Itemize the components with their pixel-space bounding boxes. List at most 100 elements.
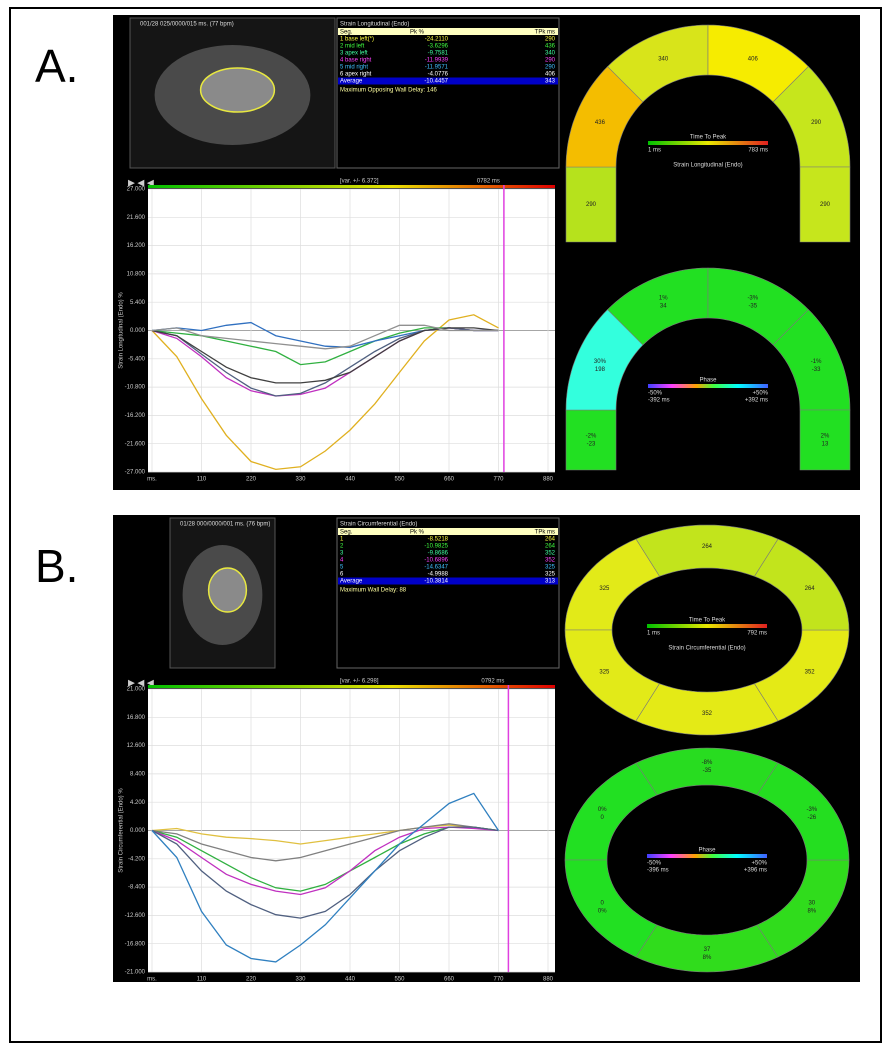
table-cell: 406 [545,72,556,78]
table-cell: 325 [545,572,556,578]
table-header: TPk ms [535,30,555,36]
table-cell: -4.0776 [428,72,449,78]
table-cell: 2 [340,544,344,550]
x-tick-label: 330 [295,977,306,983]
segment-label: 13 [822,442,829,448]
y-tick-label: 16.200 [127,243,146,249]
segment-label: -35 [748,303,757,309]
map-legend-bar [647,854,767,858]
map-segment [754,538,850,631]
x-tick-label: 880 [543,977,554,983]
map-legend-bar [648,141,768,145]
table-header: Pk % [410,530,425,536]
segment-label: -3% [747,295,758,301]
y-tick-label: 0.000 [130,828,146,834]
table-cell: 6 apex right [340,72,372,78]
map-legend-bar [648,384,768,388]
map-legend-max: 792 ms [747,631,767,637]
table-box [336,17,560,169]
map-segment [799,409,851,471]
table-average: -10.4457 [424,79,448,85]
table-cell: 264 [545,537,556,543]
map-caption: Strain Circumferential (Endo) [668,646,745,652]
segment-label: -1% [811,359,822,365]
y-tick-label: 10.800 [127,271,146,277]
table-header: TPk ms [535,530,555,536]
segment-label: 0 [601,900,605,906]
panel-label: B. [35,540,78,592]
y-tick-label: -8.400 [128,885,146,891]
segment-label: 352 [805,669,816,675]
map-legend-title: Phase [699,378,717,384]
series-line [151,824,499,845]
table-cell: 290 [545,58,556,64]
table-cell: -8.5218 [428,537,449,543]
table-average: -10.3814 [424,579,448,585]
map-legend-min: -50% [647,861,662,867]
segment-label: 30 [808,900,815,906]
x-tick-label: ms. [147,977,157,983]
segment-label: 325 [599,669,610,675]
y-tick-label: 21.000 [127,687,146,693]
series-line [151,314,499,471]
series-line [151,327,499,366]
table-cell: -10.6896 [424,558,448,564]
map-legend-title: Phase [698,848,716,854]
map-legend-min-ms: -396 ms [647,868,669,874]
y-tick-label: -12.600 [125,913,146,919]
table-cell: -3.6296 [428,44,449,50]
segment-label: 352 [702,711,713,717]
segment-label: 436 [595,120,606,126]
table-header: Pk % [410,30,425,36]
map-legend-max: 783 ms [748,148,768,154]
y-tick-label: -21.600 [125,441,146,447]
table-cell: 290 [545,65,556,71]
table-cell: 4 base right [340,58,372,64]
x-tick-label: 770 [493,477,504,483]
map-legend-title: Time To Peak [689,618,726,624]
map-legend-max: +50% [751,861,767,867]
y-tick-label: -4.200 [128,856,146,862]
table-cell: 264 [545,544,556,550]
map-legend-bar [647,624,767,628]
x-tick-label: ms. [147,477,157,483]
table-cell: 3 apex left [340,51,368,57]
y-tick-label: 21.600 [127,215,146,221]
map-legend-max-ms: +392 ms [745,398,768,404]
table-cell: 325 [545,565,556,571]
map-segment [756,762,850,861]
table-cell: 2 mid left [340,44,365,50]
segment-label: 0% [598,908,607,914]
table-cell: 352 [545,558,556,564]
map-segment [799,166,851,243]
table-cell: -11.9571 [425,65,449,71]
series-line [151,324,499,350]
segment-label: -2% [586,434,597,440]
x-tick-label: 880 [543,477,554,483]
table-note: Maximum Opposing Wall Delay: 146 [340,88,437,94]
table-cell: -9.7581 [428,51,449,57]
table-header: Seg. [340,30,353,36]
table-cell: 3 [340,551,344,557]
table-cell: 5 mid right [340,65,368,71]
segment-label: 0% [598,807,607,813]
segment-label: 264 [702,544,713,550]
segment-label: 8% [807,908,816,914]
segment-label: -35 [703,768,712,774]
segment-label: 290 [586,202,597,208]
table-cell: -9.8686 [428,551,449,557]
map-legend-max-ms: +396 ms [744,868,767,874]
variance-label: [var. +/- 6.298] [340,679,379,685]
map-legend-min: 1 ms [647,631,660,637]
y-tick-label: -16.800 [125,941,146,947]
table-title: Strain Longitudinal (Endo) [340,22,409,28]
map-segment [565,409,617,471]
x-tick-label: 550 [394,977,405,983]
map-legend-min-ms: -392 ms [648,398,670,404]
series-line [151,826,499,919]
segment-label: 37 [704,947,711,953]
y-tick-label: 4.200 [130,800,146,806]
y-tick-label: 0.000 [130,328,146,334]
y-tick-label: -5.400 [128,356,146,362]
table-average: 343 [545,79,556,85]
